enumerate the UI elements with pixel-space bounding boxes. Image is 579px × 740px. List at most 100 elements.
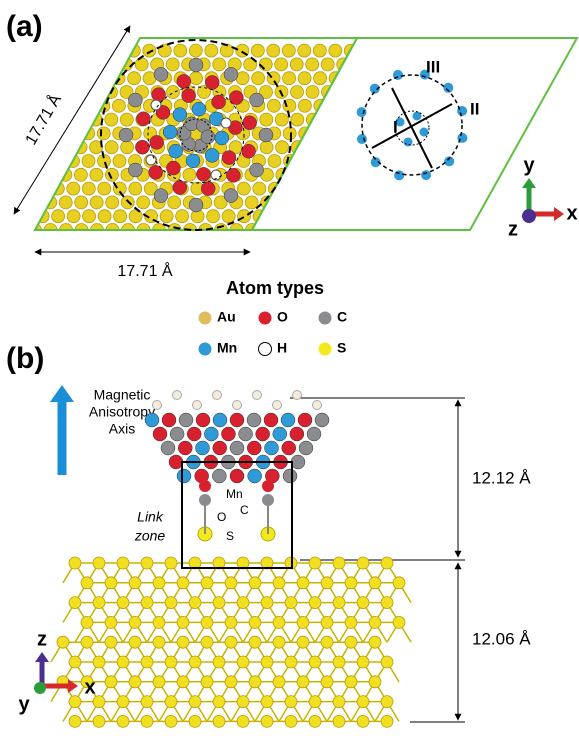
gold-atom [42, 140, 57, 155]
gold-atom [224, 675, 238, 689]
gold-atom [183, 223, 197, 230]
gold-atom [68, 655, 82, 669]
gold-atom [49, 71, 64, 86]
gold-atom [259, 112, 274, 127]
gold-atom [104, 576, 118, 590]
gold-atom [0, 72, 1, 85]
gold-atom [167, 223, 182, 230]
molecule-atom [118, 127, 134, 143]
gold-atom [159, 209, 174, 224]
gold-atom [128, 576, 142, 590]
gold-atom [104, 616, 118, 629]
gold-atom [248, 635, 262, 649]
gold-atom [104, 635, 118, 649]
gold-atom [65, 98, 80, 113]
gold-atom [41, 57, 56, 72]
gold-atom [80, 675, 94, 689]
legend-swatch [318, 311, 332, 325]
molecule-atom [200, 129, 216, 145]
gold-atom [376, 72, 389, 85]
gold-atom [368, 576, 382, 590]
gold-atom [43, 167, 57, 182]
gold-atom [0, 113, 9, 126]
molecule-atom [280, 412, 296, 428]
gold-atom [57, 57, 72, 72]
gold-atom [152, 675, 166, 689]
gold-atom [112, 98, 126, 113]
gold-atom [0, 210, 3, 223]
gold-atom [291, 195, 306, 210]
gold-atom [272, 635, 286, 649]
gold-atom [406, 44, 419, 57]
gold-atom [120, 140, 134, 155]
gold-atom [35, 71, 48, 86]
legend-label: Au [217, 309, 236, 325]
gold-atom [0, 127, 2, 140]
gold-atom [97, 181, 112, 196]
gold-atom [140, 556, 154, 570]
gold-atom [143, 181, 158, 196]
atom-label: O [217, 510, 226, 524]
gold-atom [344, 126, 357, 141]
gold-atom [167, 195, 182, 210]
dimension-line [13, 25, 131, 215]
molecule-atom [153, 188, 169, 203]
molecule-atom [160, 440, 176, 456]
mn-site [356, 107, 367, 118]
gold-atom [306, 140, 321, 155]
hydrogen-atom [232, 400, 242, 410]
gold-atom [351, 57, 357, 72]
gold-atom [356, 695, 370, 708]
hydrogen-atom [212, 390, 222, 400]
gold-atom [290, 112, 305, 127]
molecule-atom [186, 426, 202, 442]
gold-atom [356, 596, 370, 609]
gold-atom [321, 112, 336, 127]
axis-label: y [523, 154, 535, 176]
gold-atom [314, 181, 329, 196]
gold-atom [329, 181, 344, 196]
gold-atom [88, 85, 103, 99]
cell-right [250, 37, 579, 231]
molecule-atom [188, 57, 204, 73]
gold-atom [260, 655, 274, 669]
caption-line: Axis [109, 421, 135, 437]
gold-atom [337, 195, 352, 210]
link-zone-label: Link [137, 509, 164, 525]
gold-atom [356, 655, 370, 669]
axis-arrow [35, 652, 49, 662]
gold-atom [88, 57, 103, 72]
gold-atom [19, 72, 32, 85]
gold-atom [97, 209, 112, 224]
gold-atom [59, 223, 73, 230]
gold-atom [356, 556, 370, 570]
gold-atom [176, 616, 190, 629]
legend-swatch [198, 311, 212, 325]
gold-atom [297, 43, 312, 58]
gold-atom [188, 695, 202, 708]
gold-atom [58, 195, 73, 210]
mn-site [370, 157, 381, 168]
gold-atom [252, 181, 267, 196]
gold-atom [0, 155, 2, 168]
gold-atom [111, 43, 126, 58]
gold-atom [35, 195, 42, 210]
link-zone-label: zone [134, 528, 166, 544]
molecule-atom [290, 454, 306, 470]
gold-atom [321, 167, 336, 182]
molecule-atom [166, 160, 181, 176]
gold-atom [74, 167, 88, 182]
gold-atom [383, 58, 396, 71]
molecule-atom [172, 107, 188, 122]
gold-atom [297, 71, 312, 86]
gold-atom [236, 695, 250, 708]
gold-atom [64, 43, 79, 58]
gold-atom [313, 126, 328, 141]
gold-atom [298, 181, 313, 196]
mn-site [395, 117, 405, 127]
dashed-circle [394, 110, 430, 146]
molecule-atom [249, 92, 264, 108]
gold-atom [282, 126, 297, 141]
dashed-circle [147, 86, 245, 184]
mn-site [421, 170, 432, 181]
